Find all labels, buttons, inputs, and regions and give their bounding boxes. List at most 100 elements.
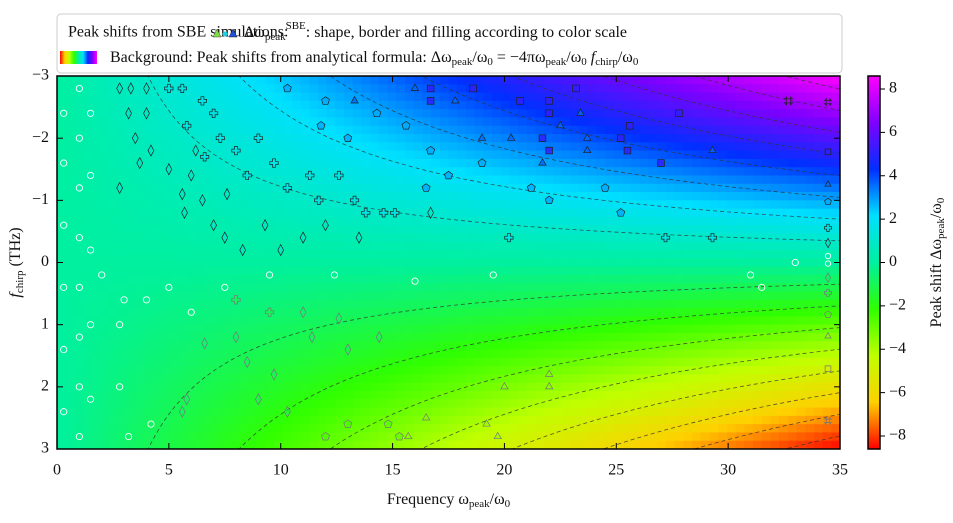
heatmap-cell (396, 424, 406, 434)
heatmap-cell (352, 324, 363, 334)
heatmap-cell (178, 134, 189, 143)
heatmap-cell (761, 208, 771, 218)
heatmap-cell (83, 84, 93, 94)
heatmap-cell (413, 192, 423, 201)
heatmap-cell (178, 341, 189, 351)
heatmap-cell (248, 183, 258, 193)
data-point (177, 83, 187, 93)
heatmap-cell (204, 216, 215, 226)
heatmap-cell (109, 399, 119, 409)
heatmap-cell (518, 225, 528, 235)
heatmap-cell (535, 241, 545, 251)
heatmap-cell (109, 308, 119, 317)
heatmap-cell (265, 424, 276, 434)
heatmap-cell (779, 357, 789, 367)
heatmap-cell (674, 440, 684, 449)
heatmap-cell (300, 142, 310, 152)
heatmap-cell (126, 424, 136, 434)
heatmap-cell (674, 200, 684, 210)
heatmap-cell (465, 100, 476, 110)
heatmap-cell (500, 266, 510, 276)
heatmap-cell (291, 366, 302, 375)
heatmap-cell (831, 100, 840, 110)
heatmap-cell (413, 84, 423, 94)
heatmap-cell (718, 167, 728, 177)
heatmap-cell (779, 134, 789, 143)
heatmap-cell (144, 424, 154, 434)
data-point (299, 231, 307, 244)
heatmap-cell (222, 349, 232, 359)
heatmap-cell (648, 324, 658, 334)
heatmap-cell (109, 142, 119, 152)
heatmap-cell (109, 117, 119, 127)
heatmap-cell (718, 432, 728, 442)
heatmap-cell (109, 332, 119, 342)
heatmap-cell (144, 76, 154, 85)
heatmap-cell (544, 299, 554, 309)
heatmap-cell (265, 100, 276, 110)
heatmap-cell (300, 390, 310, 400)
heatmap-cell (561, 390, 571, 400)
heatmap-cell (509, 390, 519, 400)
heatmap-cell (100, 407, 110, 417)
heatmap-cell (361, 415, 371, 425)
heatmap-cell (283, 382, 293, 392)
heatmap-cell (552, 390, 563, 400)
heatmap-cell (344, 424, 354, 434)
heatmap-cell (692, 291, 702, 301)
text-part: peak (469, 498, 490, 510)
heatmap-cell (813, 183, 824, 193)
heatmap-cell (561, 216, 571, 226)
heatmap-cell (805, 216, 815, 226)
heatmap-cell (744, 175, 754, 185)
heatmap-cell (335, 192, 345, 201)
heatmap-cell (204, 382, 215, 392)
heatmap-cell (222, 158, 232, 168)
heatmap-cell (796, 258, 806, 268)
heatmap-cell (352, 299, 363, 309)
heatmap-cell (831, 76, 840, 85)
heatmap-cell (674, 158, 684, 168)
heatmap-cell (318, 183, 328, 193)
data-point (75, 432, 83, 441)
heatmap-cell (361, 92, 371, 102)
heatmap-cell (187, 440, 197, 449)
heatmap-cell (718, 216, 728, 226)
heatmap-cell (483, 175, 493, 185)
heatmap-cell (518, 374, 528, 384)
heatmap-cell (100, 299, 110, 309)
heatmap-cell (657, 357, 667, 367)
heatmap-cell (439, 382, 450, 392)
heatmap-cell (309, 200, 319, 210)
heatmap-cell (109, 283, 119, 293)
heatmap-cell (683, 192, 693, 201)
heatmap-cell (318, 390, 328, 400)
data-point (299, 306, 307, 319)
heatmap-cell (422, 125, 432, 135)
heatmap-cell (126, 291, 136, 301)
heatmap-cell (387, 150, 397, 160)
heatmap-cell (448, 324, 458, 334)
heatmap-cell (709, 167, 719, 177)
data-point (75, 333, 83, 341)
data-point (616, 208, 626, 217)
heatmap-cell (648, 183, 658, 193)
heatmap-cell (231, 407, 241, 417)
heatmap-cell (431, 167, 441, 177)
heatmap-cell (718, 415, 728, 425)
heatmap-cell (91, 258, 102, 268)
data-point (600, 183, 610, 192)
heatmap-cell (439, 84, 450, 94)
heatmap-cell (265, 366, 276, 375)
heatmap-cell (639, 432, 650, 442)
heatmap-cell (57, 100, 67, 110)
heatmap-cell (544, 374, 554, 384)
heatmap-cell (474, 142, 484, 152)
heatmap-cell (300, 92, 310, 102)
heatmap-cell (283, 125, 293, 135)
heatmap-cell (222, 175, 232, 185)
heatmap-cell (126, 134, 136, 143)
heatmap-cell (378, 109, 389, 119)
heatmap-cell (518, 415, 528, 425)
heatmap-cell (465, 324, 476, 334)
